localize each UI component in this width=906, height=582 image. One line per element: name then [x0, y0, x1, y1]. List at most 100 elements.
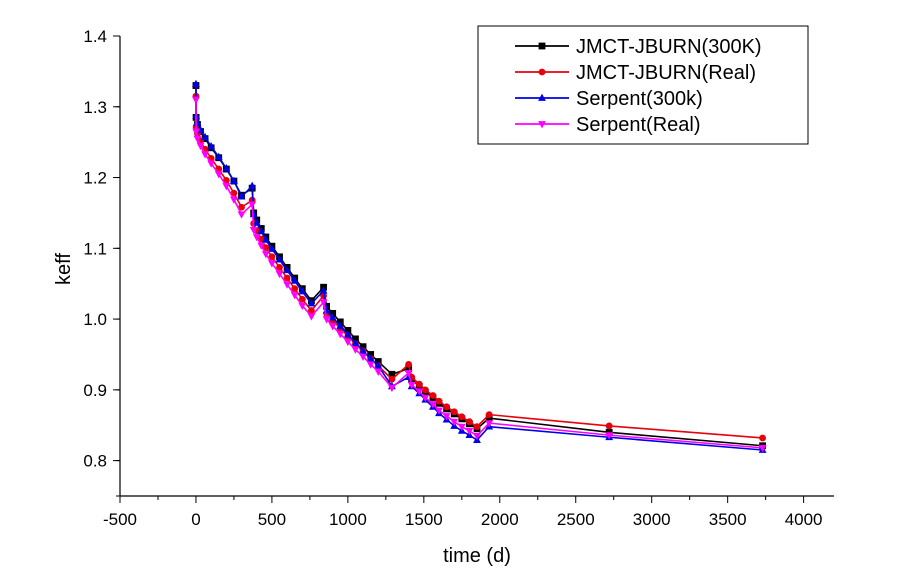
- data-point: [466, 418, 473, 426]
- data-point: [442, 413, 451, 421]
- data-point: [214, 152, 223, 160]
- data-point: [343, 330, 352, 338]
- legend-label: JMCT-JBURN(Real): [576, 62, 756, 84]
- data-point: [351, 338, 360, 347]
- data-point: [298, 295, 306, 303]
- data-point: [201, 132, 209, 141]
- data-point: [366, 361, 375, 369]
- data-point: [298, 302, 307, 311]
- x-tick-label: 2000: [481, 510, 519, 529]
- legend-label: Serpent(Real): [576, 114, 701, 136]
- data-point: [485, 420, 494, 428]
- data-point: [283, 265, 292, 274]
- data-point: [366, 354, 375, 362]
- data-point: [319, 286, 328, 294]
- data-point: [374, 368, 383, 376]
- data-point: [230, 189, 238, 197]
- legend-item: JMCT-JBURN(Real): [515, 62, 756, 84]
- data-point: [192, 79, 200, 88]
- data-point: [207, 160, 216, 168]
- y-tick-label: 0.9: [83, 381, 107, 400]
- legend-label: Serpent(300k): [576, 88, 703, 110]
- data-point: [415, 380, 423, 388]
- legend-marker: [538, 42, 546, 50]
- y-axis-label: keff: [53, 253, 75, 285]
- data-point: [192, 128, 201, 136]
- data-point: [435, 407, 443, 415]
- data-point: [248, 201, 257, 209]
- data-point: [261, 235, 270, 243]
- y-tick-label: 1.3: [83, 98, 107, 117]
- series-jmct-jburn-real: [192, 92, 766, 442]
- data-point: [283, 281, 292, 289]
- data-point: [429, 392, 437, 399]
- data-point: [421, 386, 429, 394]
- data-point: [276, 264, 283, 271]
- data-point: [307, 299, 316, 307]
- data-point: [374, 361, 383, 369]
- data-point: [388, 370, 396, 378]
- data-point: [249, 209, 258, 218]
- data-point: [336, 321, 345, 330]
- data-point: [290, 276, 299, 284]
- legend: JMCT-JBURN(300K) JMCT-JBURN(Real) Serpent(…: [477, 25, 809, 145]
- data-point: [328, 313, 337, 321]
- data-point: [759, 434, 766, 442]
- data-point: [275, 255, 284, 263]
- y-tick-label: 0.8: [83, 452, 107, 471]
- data-point: [359, 353, 367, 361]
- legend-item: JMCT-JBURN(300K): [515, 36, 762, 58]
- data-point: [268, 260, 276, 268]
- data-point: [275, 270, 284, 279]
- data-point: [485, 411, 493, 419]
- data-point: [450, 408, 458, 416]
- data-point: [283, 274, 291, 282]
- legend-marker: [538, 93, 546, 101]
- data-point: [252, 234, 261, 242]
- data-point: [201, 151, 209, 159]
- data-point: [421, 394, 430, 403]
- data-point: [268, 253, 276, 261]
- data-point: [336, 331, 345, 339]
- plot-frame: [119, 36, 834, 497]
- data-point: [214, 171, 223, 179]
- data-point: [222, 183, 231, 191]
- data-point: [458, 413, 466, 421]
- data-point: [443, 403, 451, 411]
- data-point: [359, 346, 367, 354]
- data-point: [405, 360, 413, 368]
- data-point: [351, 346, 360, 354]
- data-point: [465, 427, 474, 436]
- x-tick-label: 2500: [557, 510, 595, 529]
- legend-marker: [538, 121, 546, 129]
- data-point: [207, 142, 216, 150]
- data-point: [435, 397, 443, 405]
- data-point: [429, 401, 437, 409]
- series-serpent-real: [192, 96, 767, 453]
- legend-label: JMCT-JBURN(300K): [576, 36, 762, 58]
- data-point: [248, 181, 257, 189]
- data-point: [257, 242, 266, 250]
- data-point: [298, 287, 307, 295]
- y-tick-label: 1.0: [83, 310, 107, 329]
- data-point: [222, 163, 231, 172]
- data-point: [322, 316, 331, 324]
- data-point: [605, 432, 614, 440]
- data-point: [319, 299, 328, 307]
- x-axis-ticks: -500 0 500 1000 1500 2000 2500 3000 3500 4000: [103, 496, 823, 529]
- data-point: [307, 313, 316, 321]
- data-point: [388, 375, 396, 383]
- data-point: [237, 192, 246, 200]
- legend-marker: [538, 68, 546, 76]
- y-axis-ticks: 0.8 0.9 1.0 1.1 1.2 1.3 1.4: [83, 27, 120, 497]
- x-tick-label: 1000: [329, 510, 367, 529]
- legend-item: Serpent(300k): [515, 88, 703, 110]
- x-tick-label: 1500: [405, 510, 443, 529]
- data-point: [407, 381, 416, 390]
- data-point: [290, 292, 299, 300]
- series-layer: [192, 79, 767, 453]
- data-point: [268, 244, 276, 252]
- x-tick-label: -500: [103, 510, 137, 529]
- data-point: [473, 423, 481, 431]
